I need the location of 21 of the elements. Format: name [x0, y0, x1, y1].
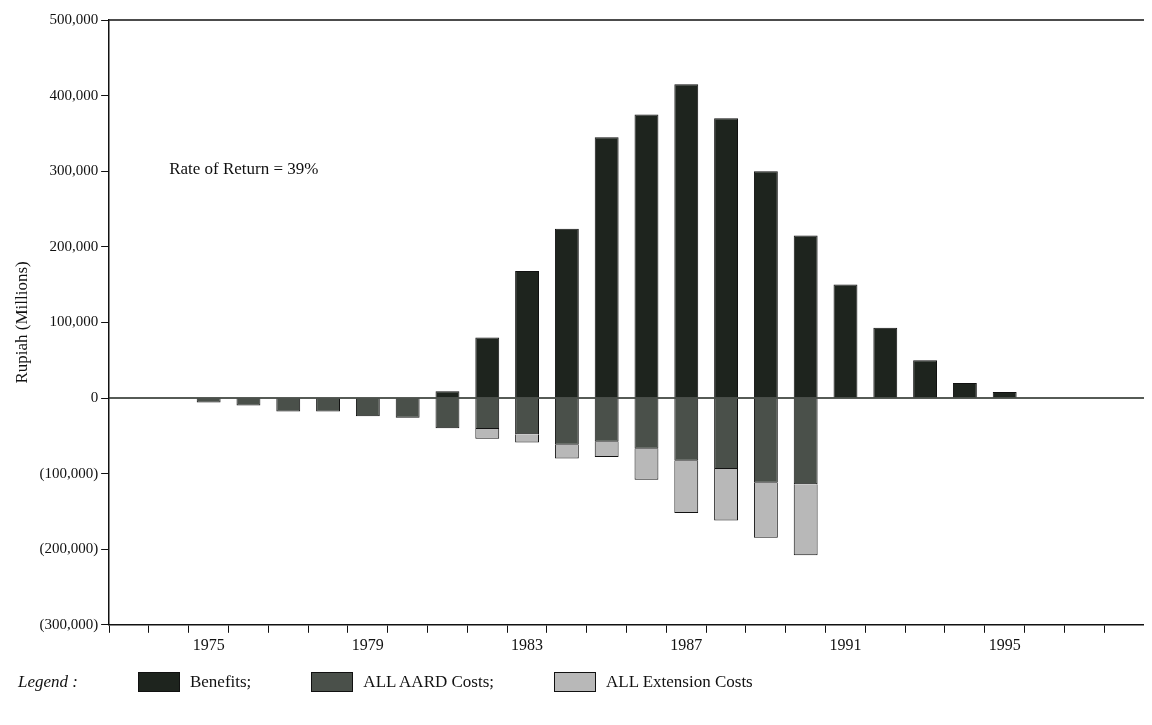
y-tick-label: (200,000) [39, 540, 99, 558]
legend-label: Benefits; [189, 672, 252, 692]
y-tick-label: 200,000 [49, 237, 99, 254]
y-tick-label: (100,000) [39, 464, 99, 482]
y-tick-label: (300,000) [39, 615, 99, 633]
x-tick-label: 1995 [988, 635, 1021, 653]
x-tick-label: 1987 [670, 635, 703, 653]
x-tick-label: 1975 [192, 635, 225, 653]
y-tick-label: 0 [90, 388, 99, 405]
y-tick-label: 400,000 [49, 86, 99, 103]
annotation: Rate of Return = 39% [169, 159, 319, 179]
y-tick-label: 100,000 [49, 313, 99, 330]
x-tick-label: 1991 [829, 635, 862, 653]
y-tick-label: 500,000 [49, 10, 99, 27]
legend-label: ALL AARD Costs; [363, 672, 495, 692]
legend-label: ALL Extension Costs [606, 672, 753, 692]
y-tick-label: 300,000 [49, 162, 99, 179]
legend-title: Legend : [18, 672, 78, 692]
y-axis-title: Rupiah (Millions) [11, 261, 31, 384]
x-tick-label: 1979 [351, 635, 384, 653]
x-tick-label: 1983 [511, 635, 544, 653]
